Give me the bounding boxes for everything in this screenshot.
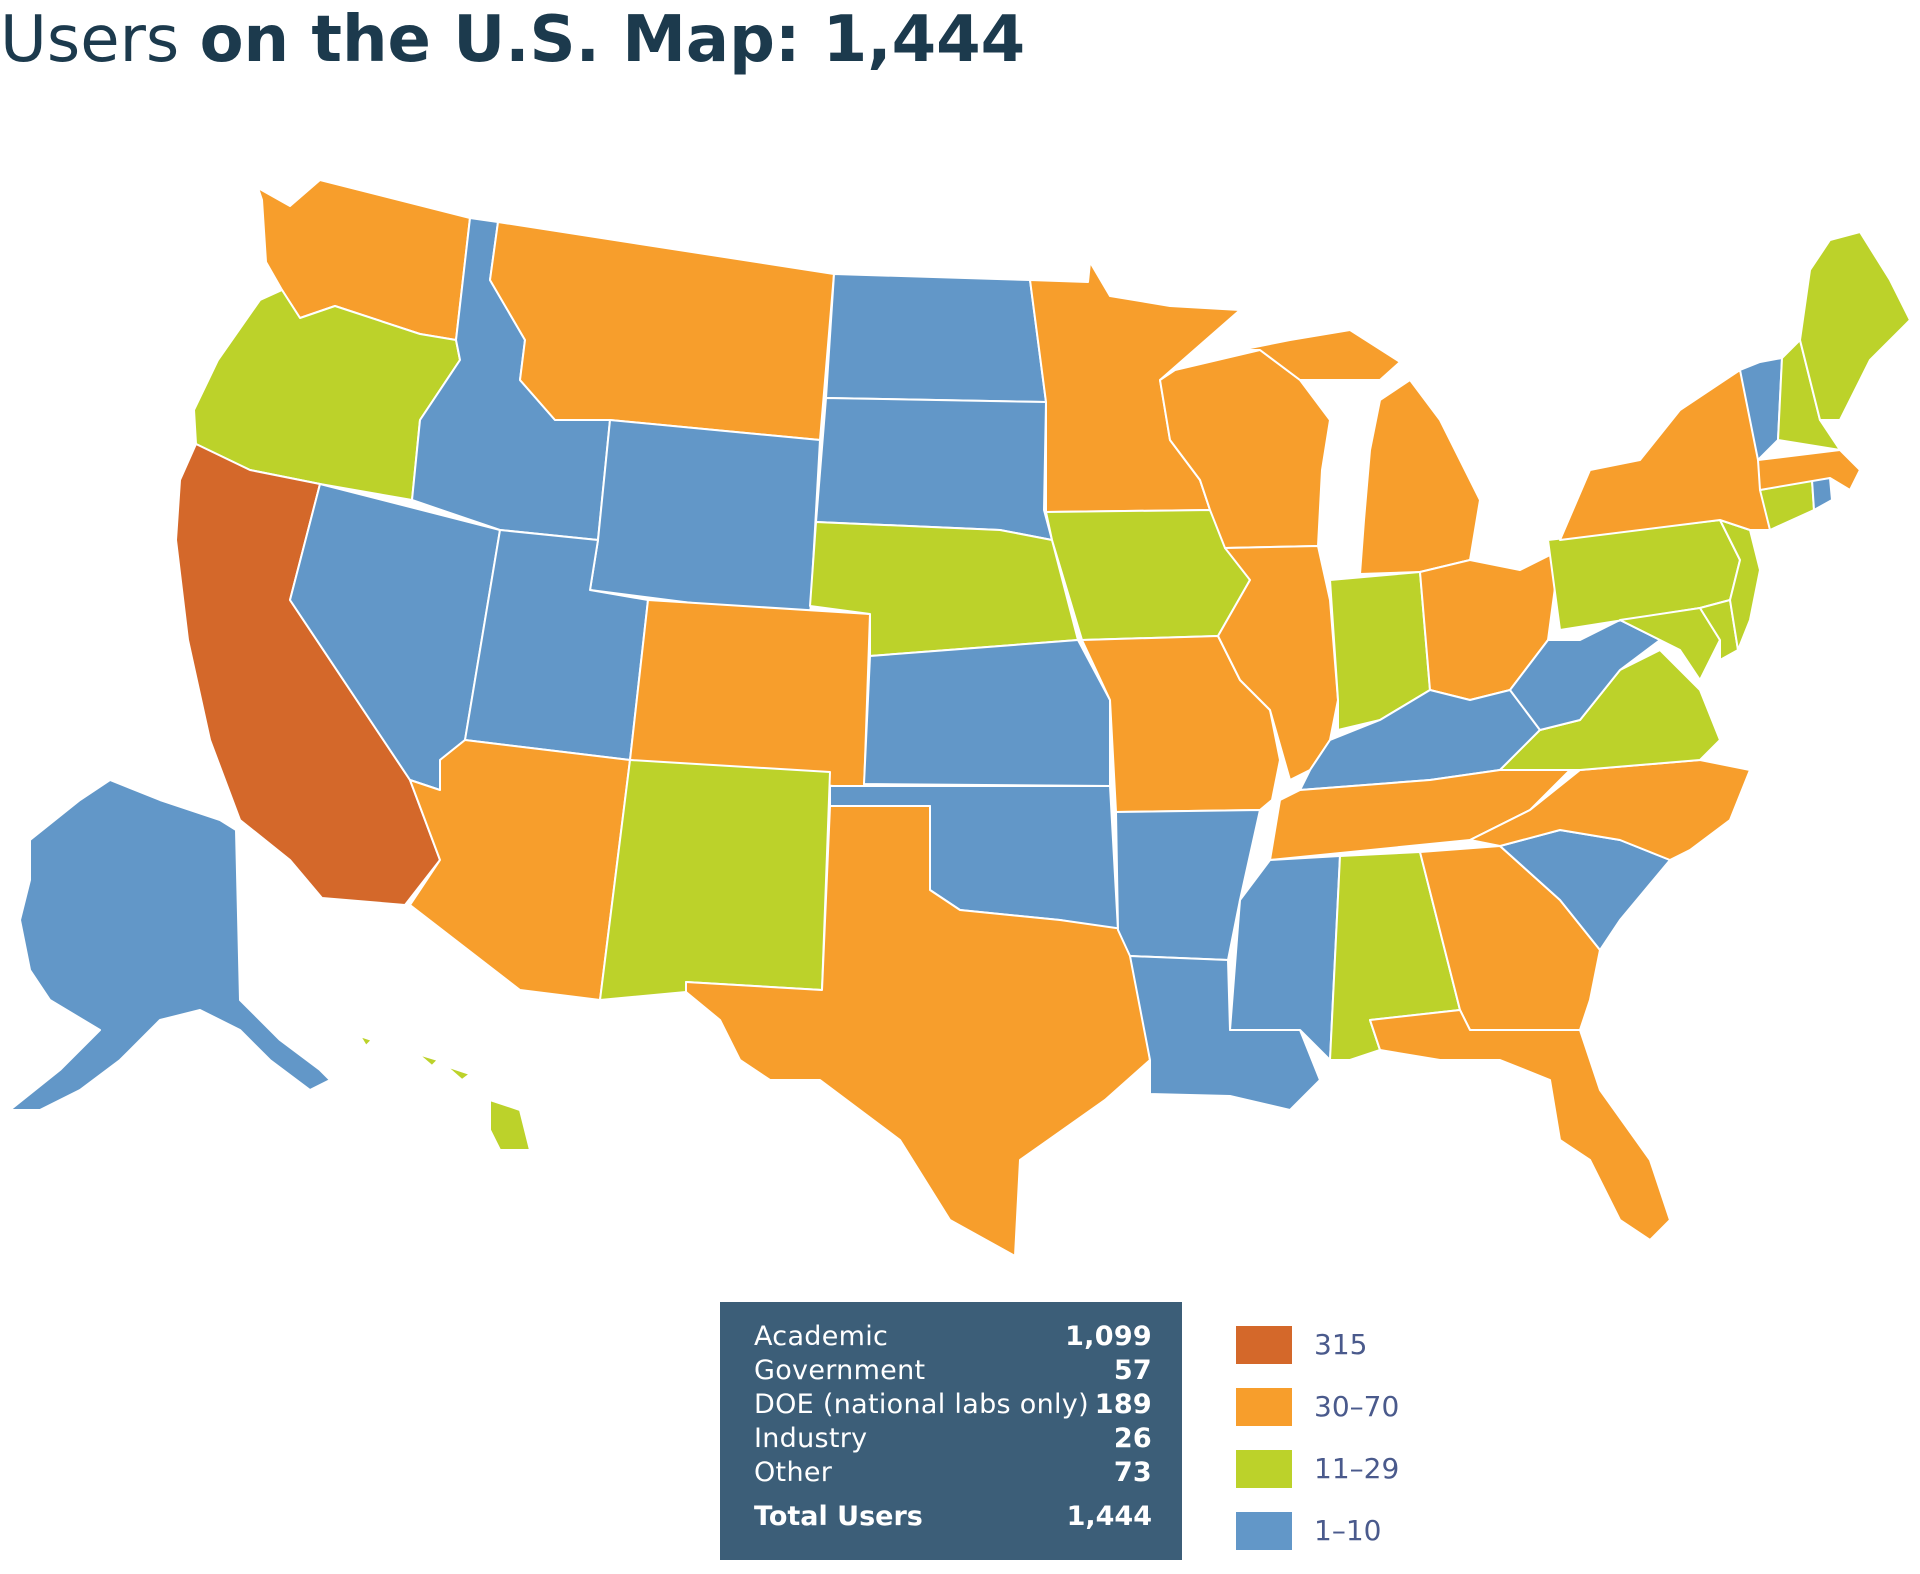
state-rhode-island [1811,477,1833,511]
state-delaware [1699,599,1739,661]
total-users-value: 1,444 [1066,1501,1152,1532]
title-prefix: Users [0,3,180,77]
state-hawaii-islands [359,1035,471,1081]
legend-swatch [1236,1326,1292,1364]
stat-label: Academic [754,1321,889,1352]
state-new-hampshire [1777,339,1841,451]
state-michigan [1359,379,1481,575]
legend-swatch [1236,1450,1292,1488]
state-hawaii [489,1099,531,1151]
state-mississippi [1229,855,1341,1061]
legend-label: 11–29 [1314,1452,1400,1485]
state-michigan-upper [1239,329,1401,381]
legend-swatch [1236,1512,1292,1550]
total-users-label: Total Users [754,1501,923,1532]
stat-value: 73 [1113,1457,1152,1488]
legend-swatch [1236,1388,1292,1426]
stat-row: Academic 1,099 [754,1320,1152,1354]
stat-label: Government [754,1355,926,1386]
stat-row: Other 73 [754,1456,1152,1490]
state-arizona [409,739,631,1001]
stat-label: Other [754,1457,833,1488]
legend-label: 315 [1314,1328,1368,1361]
state-new-mexico [599,759,831,1001]
stat-row: Government 57 [754,1354,1152,1388]
total-users-row: Total Users 1,444 [754,1500,1152,1534]
stat-value: 26 [1113,1423,1152,1454]
state-louisiana [1129,955,1321,1111]
stat-value: 57 [1113,1355,1152,1386]
state-north-dakota [825,273,1047,403]
state-south-dakota [815,397,1053,541]
title-suffix: on the U.S. Map: 1,444 [199,3,1026,77]
stat-value: 1,099 [1065,1321,1152,1352]
stat-label: DOE (national labs only) [754,1389,1089,1420]
state-alaska [9,779,331,1111]
page-title: Users on the U.S. Map: 1,444 [0,0,1025,80]
state-wyoming [589,419,821,619]
state-wisconsin [1159,349,1331,549]
us-map [9,179,1911,1257]
state-illinois [1217,545,1339,781]
state-texas [685,805,1151,1257]
stat-value: 189 [1094,1389,1152,1420]
state-florida [1369,1009,1671,1241]
legend-label: 1–10 [1314,1514,1382,1547]
state-maine [1799,231,1911,421]
stat-row: Industry 26 [754,1422,1152,1456]
user-category-table: Academic 1,099 Government 57 DOE (national l… [720,1302,1182,1560]
state-montana [489,221,835,441]
legend-label: 30–70 [1314,1390,1400,1423]
state-new-york [1559,369,1771,541]
stat-row: DOE (national labs only) 189 [754,1388,1152,1422]
stat-label: Industry [754,1423,868,1454]
state-north-carolina [1469,759,1751,861]
state-kansas [863,639,1111,787]
state-new-jersey [1719,519,1761,651]
